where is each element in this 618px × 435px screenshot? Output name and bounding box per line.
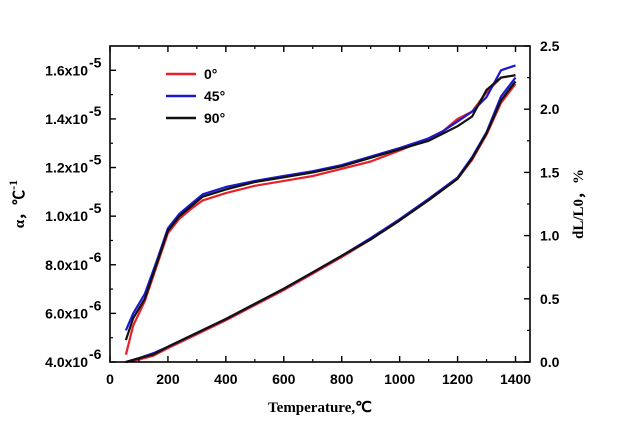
y-left-tick-exponent: -5	[89, 200, 102, 216]
legend-label: 45°	[204, 88, 225, 104]
y-right-tick-label: 0.5	[540, 291, 560, 307]
x-tick-label: 200	[156, 371, 180, 387]
y-left-tick-label: 1.2x10	[45, 160, 88, 176]
y-left-tick-exponent: -5	[89, 54, 102, 70]
y-left-tick-exponent: -5	[89, 152, 102, 168]
legend-label: 90°	[204, 110, 225, 126]
y-right-tick-label: 1.5	[540, 164, 560, 180]
y-left-tick-exponent: -6	[89, 297, 102, 313]
y-left-tick-exponent: -6	[89, 249, 102, 265]
y-left-tick-label: 8.0x10	[45, 257, 88, 273]
y-left-tick-label: 6.0x10	[45, 305, 88, 321]
y-left-tick-label: 1.6x10	[45, 62, 88, 78]
plot-frame	[109, 45, 531, 363]
y-left-tick-label: 4.0x10	[45, 354, 88, 370]
y-left-tick-exponent: -5	[89, 103, 102, 119]
legend-label: 0°	[204, 66, 217, 82]
x-tick-label: 0	[106, 371, 114, 387]
y-left-axis-title: α，℃-1	[6, 180, 28, 228]
x-tick-label: 400	[214, 371, 238, 387]
y-left-tick-label: 1.0x10	[45, 208, 88, 224]
y-left-tick-exponent: -6	[89, 346, 102, 362]
y-left-axis-title-sup: -1	[6, 180, 20, 190]
y-right-axis-title: dL/L0，%	[571, 169, 587, 239]
x-axis-title: Temperature,℃	[268, 400, 372, 416]
x-tick-label: 1400	[500, 371, 531, 387]
x-tick-label: 1000	[384, 371, 415, 387]
y-right-tick-label: 0.0	[540, 354, 560, 370]
y-left-axis-title-main: α，℃	[11, 190, 28, 228]
y-right-tick-label: 1.0	[540, 228, 560, 244]
series-45deg-alpha-line	[124, 64, 516, 331]
y-left-tick-label: 1.4x10	[45, 111, 88, 127]
x-tick-label: 800	[330, 371, 354, 387]
x-tick-label: 1200	[442, 371, 473, 387]
series-90deg-dl-line	[125, 80, 517, 364]
y-right-tick-label: 2.5	[540, 38, 560, 54]
series-90deg-alpha-line	[124, 74, 516, 341]
y-right-tick-label: 2.0	[540, 101, 560, 117]
x-tick-label: 600	[272, 371, 296, 387]
